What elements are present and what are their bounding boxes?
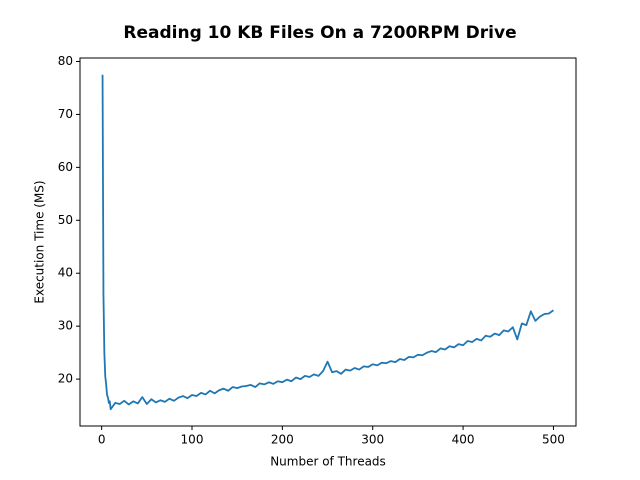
x-tick-label: 0: [98, 433, 106, 447]
x-tick-label: 100: [181, 433, 204, 447]
y-tick-label: 50: [58, 213, 73, 227]
chart-title: Reading 10 KB Files On a 7200RPM Drive: [123, 23, 516, 43]
y-tick-label: 60: [58, 160, 73, 174]
y-tick-label: 70: [58, 107, 73, 121]
y-axis-label: Execution Time (MS): [33, 180, 47, 303]
data-line: [101, 74, 554, 411]
plot-frame: [79, 57, 577, 427]
x-tick-label: 300: [361, 433, 384, 447]
y-tick-label: 80: [58, 54, 73, 68]
x-axis-label: Number of Threads: [270, 455, 386, 469]
y-tick-label: 40: [58, 266, 73, 280]
x-tick-label: 400: [452, 433, 475, 447]
x-tick-label: 500: [542, 433, 565, 447]
x-tick-label: 200: [271, 433, 294, 447]
y-tick-label: 20: [58, 372, 73, 386]
y-tick-label: 30: [58, 319, 73, 333]
